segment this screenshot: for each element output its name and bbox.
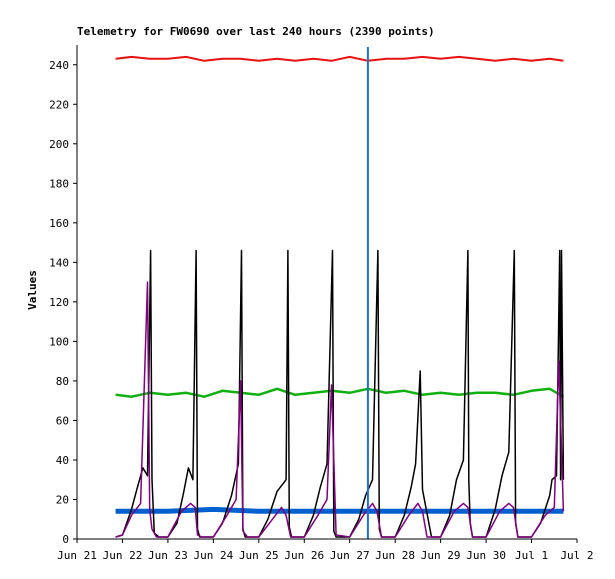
x-tick-label: Jun 23	[148, 549, 188, 562]
x-tick-label: Jun 24	[193, 549, 233, 562]
axes-layer	[76, 45, 577, 540]
y-axis-label: Values	[26, 270, 39, 310]
y-tick-label: 240	[49, 59, 69, 72]
y-tick-label: 80	[56, 375, 69, 388]
y-tick-label: 60	[56, 414, 69, 427]
x-tick-label: Jun 28	[375, 549, 415, 562]
y-tick-label: 220	[49, 98, 69, 111]
x-tick-label: Jun 22	[103, 549, 143, 562]
x-tick-label: Jun 26	[284, 549, 324, 562]
y-tick-label: 200	[49, 138, 69, 151]
x-ticks: Jun 21 Jun 22 Jun 23 Jun 24 Jun 25 Jun 26 Jun …	[57, 539, 594, 562]
x-tick-label: Jun 27	[330, 549, 370, 562]
x-tick-label: Jun 29	[421, 549, 461, 562]
series-line-4	[115, 249, 565, 538]
y-ticks: 0 20 40 60 80 100 120 140 160 180 200 220 240	[49, 59, 77, 546]
series-line-1	[115, 55, 564, 62]
x-tick-label: Jul 2	[560, 549, 593, 562]
y-tick-label: 100	[49, 335, 69, 348]
y-tick-label: 140	[49, 256, 69, 269]
y-tick-label: 120	[49, 296, 69, 309]
y-tick-label: 20	[56, 493, 69, 506]
y-tick-label: 180	[49, 177, 69, 190]
x-tick-label: Jun 25	[239, 549, 279, 562]
series-line-5	[115, 281, 565, 538]
x-tick-label: Jul 1	[515, 549, 548, 562]
y-tick-label: 40	[56, 454, 69, 467]
chart-title: Telemetry for FW0690 over last 240 hours…	[77, 25, 435, 38]
y-tick-label: 160	[49, 217, 69, 230]
series-layer	[115, 55, 565, 538]
series-line-3	[115, 506, 564, 514]
x-tick-label: Jun 30	[466, 549, 506, 562]
y-tick-label: 0	[62, 533, 69, 546]
series-line-2	[115, 387, 565, 398]
x-tick-label: Jun 21	[57, 549, 97, 562]
